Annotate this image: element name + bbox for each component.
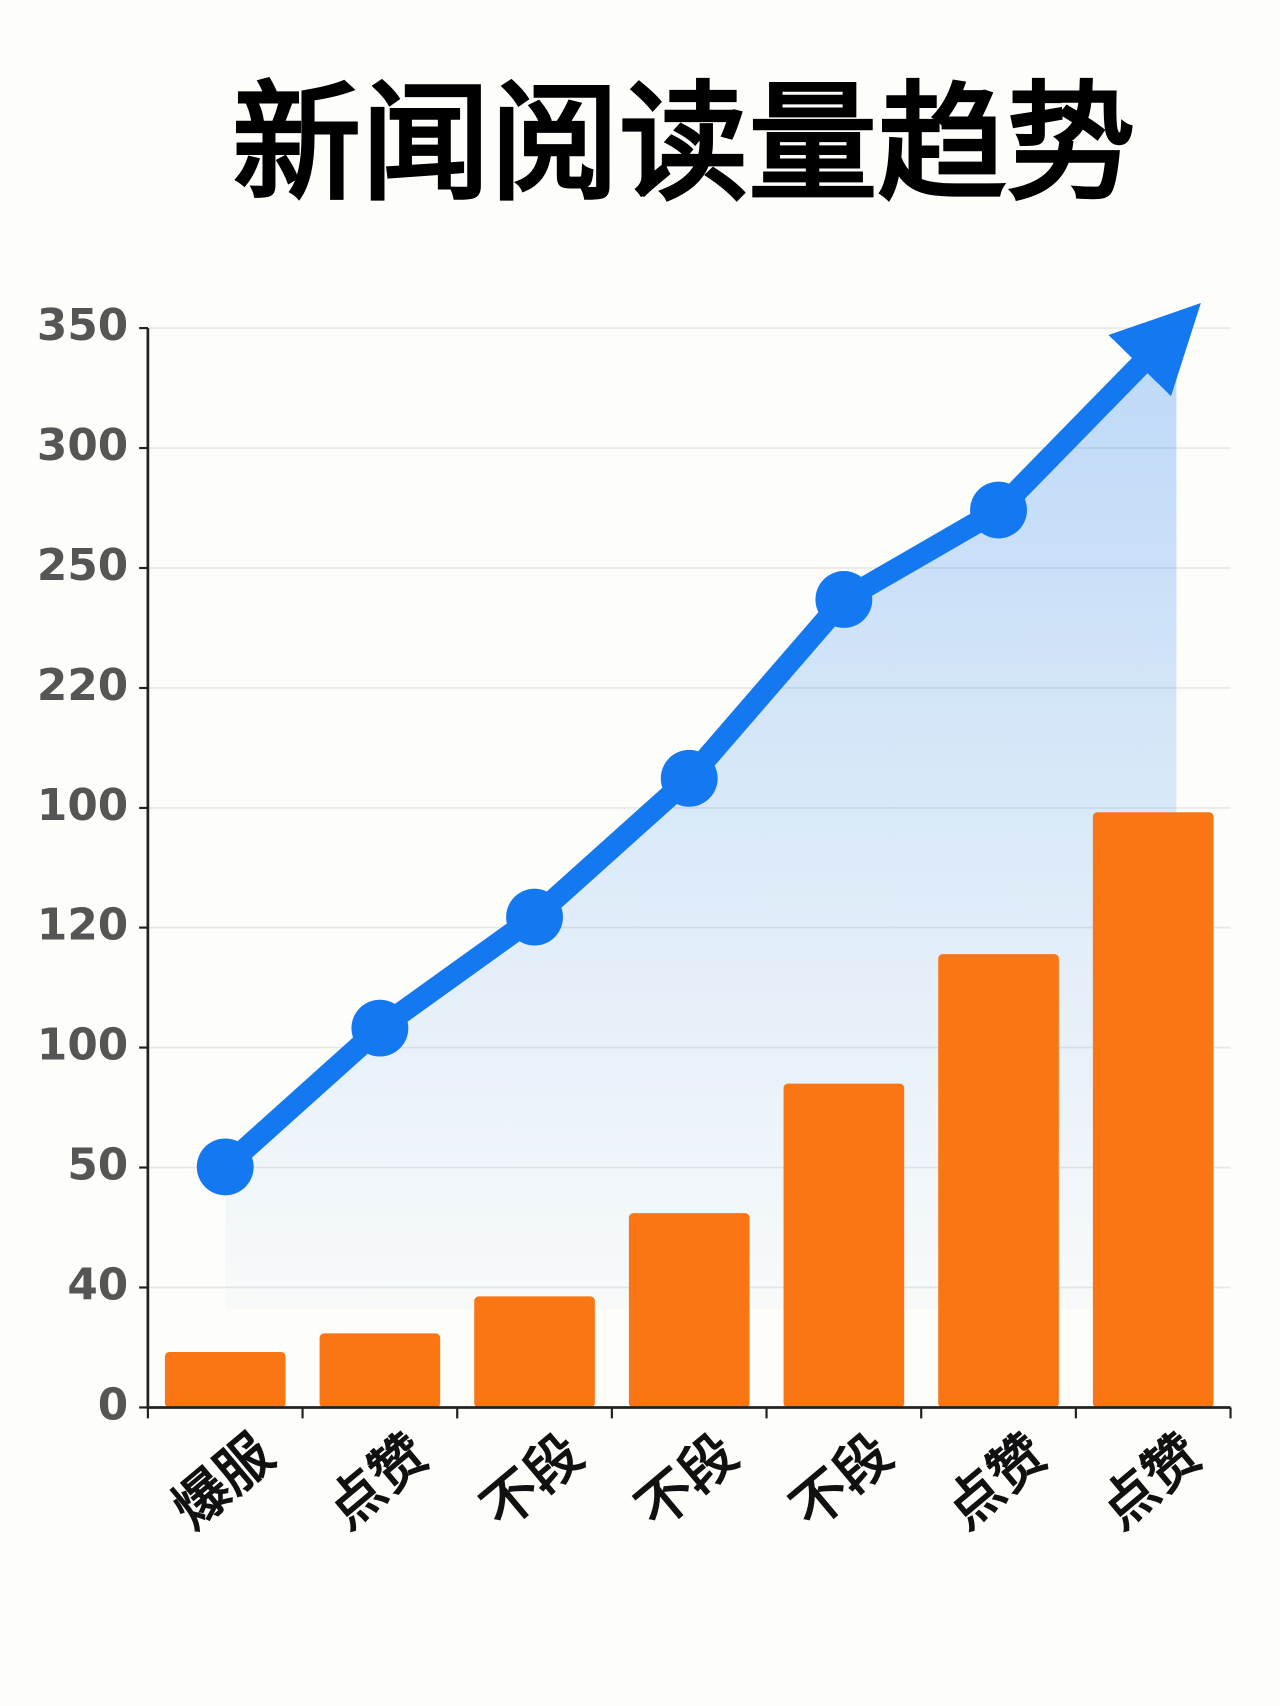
y-tick-label: 220 bbox=[37, 660, 128, 711]
bar bbox=[938, 954, 1059, 1408]
y-tick-label: 100 bbox=[37, 780, 128, 831]
bar bbox=[474, 1296, 595, 1408]
x-tick-label: 不段 bbox=[470, 1421, 595, 1541]
x-tick-label: 不段 bbox=[624, 1421, 749, 1541]
y-tick-label: 350 bbox=[37, 300, 128, 351]
y-tick-label: 120 bbox=[37, 900, 128, 951]
x-tick-label: 点赞 bbox=[1088, 1421, 1213, 1540]
y-tick-label: 300 bbox=[37, 420, 128, 471]
y-tick-label: 250 bbox=[37, 540, 128, 591]
line-point bbox=[970, 481, 1027, 539]
bar bbox=[783, 1083, 905, 1408]
bar bbox=[1092, 812, 1214, 1408]
chart-title: 新闻阅读量趋势 bbox=[232, 69, 1135, 219]
line-point bbox=[506, 888, 563, 946]
bar bbox=[164, 1351, 286, 1408]
x-tick-label: 爆服 bbox=[160, 1421, 285, 1541]
y-tick-label: 100 bbox=[37, 1020, 128, 1071]
y-tick-label: 50 bbox=[67, 1140, 128, 1191]
line-point bbox=[815, 571, 873, 628]
y-tick-label: 40 bbox=[67, 1259, 128, 1310]
x-tick-label: 不段 bbox=[779, 1421, 904, 1541]
line-point bbox=[660, 749, 718, 807]
bar bbox=[628, 1213, 750, 1408]
x-tick-label: 点赞 bbox=[934, 1421, 1059, 1540]
line-point bbox=[351, 999, 409, 1057]
x-tick-label: 点赞 bbox=[315, 1421, 440, 1540]
y-tick-label: 0 bbox=[98, 1379, 128, 1430]
line-point bbox=[196, 1138, 254, 1196]
bar bbox=[319, 1333, 441, 1408]
